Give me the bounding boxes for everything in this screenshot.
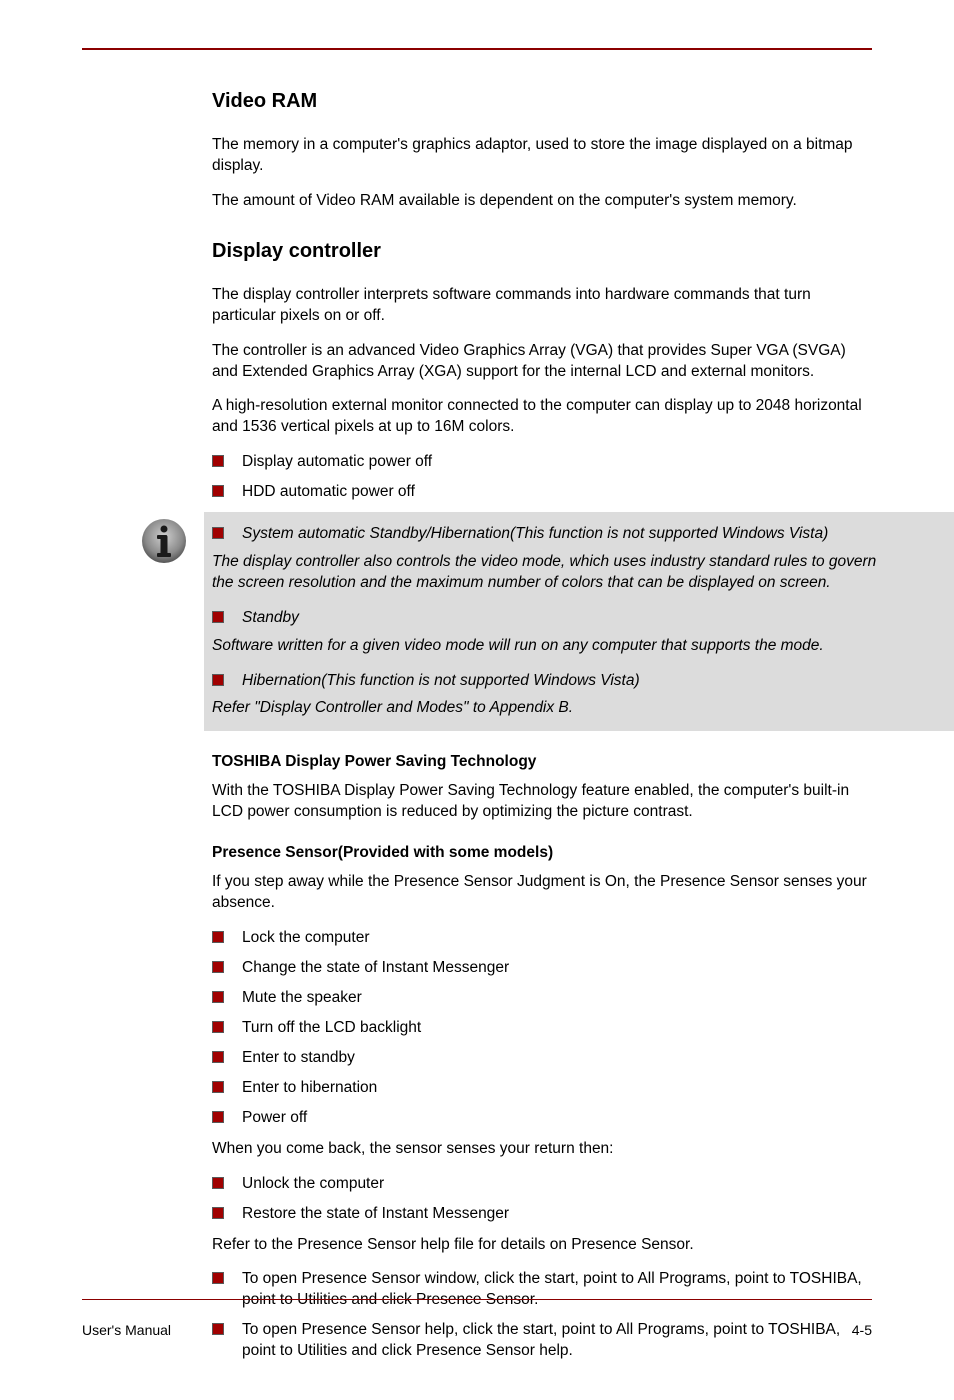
bullet-icon	[212, 1207, 224, 1219]
list-text: Turn off the LCD backlight	[242, 1018, 872, 1039]
bullet-list: Unlock the computer Restore the state of…	[212, 1174, 872, 1225]
bullet-icon	[212, 1111, 224, 1123]
body-para: With the TOSHIBA Display Power Saving Te…	[212, 781, 872, 823]
bullet-icon	[212, 455, 224, 467]
bullet-icon	[212, 674, 224, 686]
bullet-icon	[212, 611, 224, 623]
section-title-video-ram: Video RAM	[212, 90, 872, 113]
subheading: TOSHIBA Display Power Saving Technology	[212, 753, 872, 771]
note-para: Refer "Display Controller and Modes" to …	[212, 698, 894, 719]
bullet-icon	[212, 527, 224, 539]
list-text: Standby	[242, 608, 894, 629]
footer-left: User's Manual	[82, 1322, 171, 1338]
footer-right: 4-5	[852, 1322, 872, 1338]
list-text: Restore the state of Instant Messenger	[242, 1204, 872, 1225]
body-para: A high-resolution external monitor conne…	[212, 396, 872, 438]
bottom-rule	[82, 1299, 872, 1300]
list-text: HDD automatic power off	[242, 482, 872, 503]
list-text: Lock the computer	[242, 928, 872, 949]
bullet-icon	[212, 1272, 224, 1284]
bullet-icon	[212, 1051, 224, 1063]
list-item: Hibernation(This function is not support…	[212, 671, 894, 692]
bullet-icon	[212, 1177, 224, 1189]
list-item: To open Presence Sensor window, click th…	[212, 1269, 872, 1311]
body-para: The memory in a computer's graphics adap…	[212, 135, 872, 177]
note-para: Software written for a given video mode …	[212, 636, 894, 657]
page-footer: User's Manual 4-5	[82, 1322, 872, 1338]
list-text: Mute the speaker	[242, 988, 872, 1009]
list-item: Restore the state of Instant Messenger	[212, 1204, 872, 1225]
note-box: System automatic Standby/Hibernation(Thi…	[204, 512, 954, 730]
list-text: Power off	[242, 1108, 872, 1129]
list-item: Display automatic power off	[212, 452, 872, 473]
list-item: Lock the computer	[212, 928, 872, 949]
bullet-icon	[212, 1021, 224, 1033]
bullet-icon	[212, 961, 224, 973]
bullet-list: Display automatic power off HDD automati…	[212, 452, 872, 503]
list-text: System automatic Standby/Hibernation(Thi…	[242, 524, 894, 545]
list-text: Display automatic power off	[242, 452, 872, 473]
body-para: When you come back, the sensor senses yo…	[212, 1139, 872, 1160]
list-item: Unlock the computer	[212, 1174, 872, 1195]
section-title-display-controller: Display controller	[212, 240, 872, 263]
list-text: Unlock the computer	[242, 1174, 872, 1195]
bullet-icon	[212, 1081, 224, 1093]
body-para: Refer to the Presence Sensor help file f…	[212, 1235, 872, 1256]
bullet-list: Lock the computer Change the state of In…	[212, 928, 872, 1128]
info-icon	[140, 517, 188, 565]
bullet-icon	[212, 485, 224, 497]
bullet-icon	[212, 991, 224, 1003]
list-item: Power off	[212, 1108, 872, 1129]
list-text: To open Presence Sensor window, click th…	[242, 1269, 872, 1311]
bullet-list: To open Presence Sensor window, click th…	[212, 1269, 872, 1362]
top-rule	[82, 48, 872, 50]
body-para: The amount of Video RAM available is dep…	[212, 191, 872, 212]
list-text: Enter to standby	[242, 1048, 872, 1069]
list-item: Enter to hibernation	[212, 1078, 872, 1099]
body-para: If you step away while the Presence Sens…	[212, 872, 872, 914]
body-para: The controller is an advanced Video Grap…	[212, 341, 872, 383]
list-item: Change the state of Instant Messenger	[212, 958, 872, 979]
subheading: Presence Sensor(Provided with some model…	[212, 844, 872, 862]
list-item: Mute the speaker	[212, 988, 872, 1009]
list-item: Enter to standby	[212, 1048, 872, 1069]
list-text: Change the state of Instant Messenger	[242, 958, 872, 979]
list-item: Turn off the LCD backlight	[212, 1018, 872, 1039]
list-item: Standby	[212, 608, 894, 629]
list-item: System automatic Standby/Hibernation(Thi…	[212, 524, 894, 545]
info-note: System automatic Standby/Hibernation(Thi…	[82, 512, 872, 730]
list-text: Hibernation(This function is not support…	[242, 671, 894, 692]
list-text: Enter to hibernation	[242, 1078, 872, 1099]
note-para: The display controller also controls the…	[212, 552, 894, 594]
bullet-icon	[212, 931, 224, 943]
body-para: The display controller interprets softwa…	[212, 285, 872, 327]
list-item: HDD automatic power off	[212, 482, 872, 503]
